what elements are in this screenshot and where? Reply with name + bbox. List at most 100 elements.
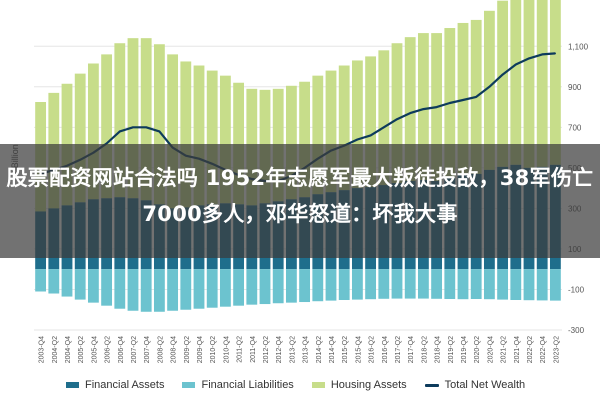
bar-financial-liabilities [549,269,561,301]
x-tick-label: 2019-Q4 [461,336,468,363]
x-tick-label: 2006-Q2 [105,336,112,363]
bar-financial-liabilities [470,269,482,299]
bar-housing-assets [325,70,337,193]
point-total-net-wealth [541,53,543,55]
point-total-net-wealth [502,74,504,76]
bar-financial-liabilities [431,269,443,299]
x-tick-label: 2009-Q4 [197,336,204,363]
point-total-net-wealth [106,142,108,145]
bar-financial-liabilities [510,269,522,301]
bar-financial-liabilities [285,269,297,303]
x-tick-label: 2015-Q4 [355,336,362,363]
x-tick-label: 2016-Q2 [369,336,376,363]
x-tick-label: 2021-Q2 [501,336,508,363]
bar-housing-assets [549,0,561,165]
point-total-net-wealth [383,126,385,128]
y-tick-label: -300 [568,326,585,335]
bar-financial-liabilities [523,269,535,301]
headline-overlay [0,144,600,258]
x-tick-label: 2021-Q4 [514,336,521,363]
point-total-net-wealth [422,108,424,110]
x-tick-label: 2012-Q4 [276,336,283,363]
legend-swatch [66,382,79,388]
x-tick-label: 2010-Q4 [223,336,230,363]
bar-financial-liabilities [140,269,152,312]
x-tick-label: 2004-Q2 [52,336,59,363]
bar-financial-liabilities [391,269,403,299]
bar-financial-liabilities [272,269,284,304]
bar-financial-liabilities [497,269,509,300]
x-tick-label: 2017-Q4 [408,336,415,363]
bar-financial-liabilities [35,269,47,292]
x-tick-label: 2008-Q2 [157,336,164,363]
x-tick-label: 2013-Q4 [303,336,310,363]
bar-housing-assets [404,37,416,182]
x-tick-label: 2018-Q2 [421,336,428,363]
bar-housing-assets [312,75,324,195]
bar-housing-assets [285,85,297,200]
bar-housing-assets [510,0,522,165]
point-total-net-wealth [119,130,121,132]
bar-housing-assets [101,54,113,199]
point-total-net-wealth [409,112,411,114]
bar-financial-liabilities [219,269,231,307]
bar-financial-liabilities [325,269,337,301]
x-tick-label: 2013-Q2 [289,336,296,363]
bar-financial-liabilities [233,269,245,306]
x-tick-label: 2016-Q4 [382,336,389,363]
legend-swatch [182,382,196,388]
x-tick-label: 2004-Q4 [65,336,72,363]
x-tick-label: 2011-Q4 [250,336,257,363]
point-total-net-wealth [436,106,438,108]
bar-financial-liabilities [167,269,179,311]
x-tick-label: 2011-Q2 [237,336,244,363]
y-tick-label: -100 [568,285,585,294]
x-tick-label: 2019-Q2 [448,336,455,363]
legend-item: Financial Assets [66,379,164,391]
legend-item: Housing Assets [311,379,407,391]
bar-housing-assets [378,50,390,186]
x-tick-label: 2003-Q4 [39,336,46,363]
x-tick-label: 2014-Q4 [329,336,336,363]
bar-housing-assets [365,56,377,188]
bar-housing-assets [483,10,495,170]
bar-housing-assets [338,65,350,191]
bar-financial-liabilities [404,269,416,299]
bar-financial-liabilities [246,269,258,305]
x-tick-label: 2008-Q4 [171,336,178,363]
point-total-net-wealth [554,52,557,54]
bar-housing-assets [391,43,403,184]
bar-housing-assets [351,60,363,189]
bar-housing-assets [219,75,231,204]
bar-financial-liabilities [351,269,363,300]
bar-financial-liabilities [101,269,113,306]
bar-financial-liabilities [299,269,311,303]
bar-financial-liabilities [483,269,495,300]
x-tick-label: 2015-Q2 [342,336,349,363]
bar-housing-assets [536,0,548,167]
bar-housing-assets [167,54,179,209]
point-total-net-wealth [515,63,517,66]
x-tick-label: 2005-Q2 [78,336,85,363]
point-total-net-wealth [158,130,160,132]
x-tick-label: 2010-Q2 [210,336,217,363]
y-tick-label: 1,100 [568,42,589,51]
bar-financial-liabilities [536,269,548,301]
bar-housing-assets [153,44,165,205]
bar-financial-liabilities [180,269,192,310]
bar-financial-liabilities [417,269,429,299]
bar-housing-assets [233,82,245,205]
legend-label: Total Net Wealth [444,379,526,391]
x-tick-label: 2017-Q2 [395,336,402,363]
x-tick-label: 2006-Q4 [118,336,125,363]
bar-housing-assets [114,43,126,198]
headline-text: 股票配资网站合法吗 1952年志愿军最大叛徒投敌，38军伤亡7000多人，邓华怒… [6,166,594,226]
legend-label: Housing Assets [330,379,407,391]
x-tick-label: 2005-Q4 [91,336,98,363]
legend-item: Total Net Wealth [424,379,526,391]
point-total-net-wealth [132,126,134,128]
bar-housing-assets [497,0,509,167]
x-tick-label: 2022-Q4 [540,336,547,363]
legend-swatch [424,383,439,387]
point-total-net-wealth [145,126,147,128]
